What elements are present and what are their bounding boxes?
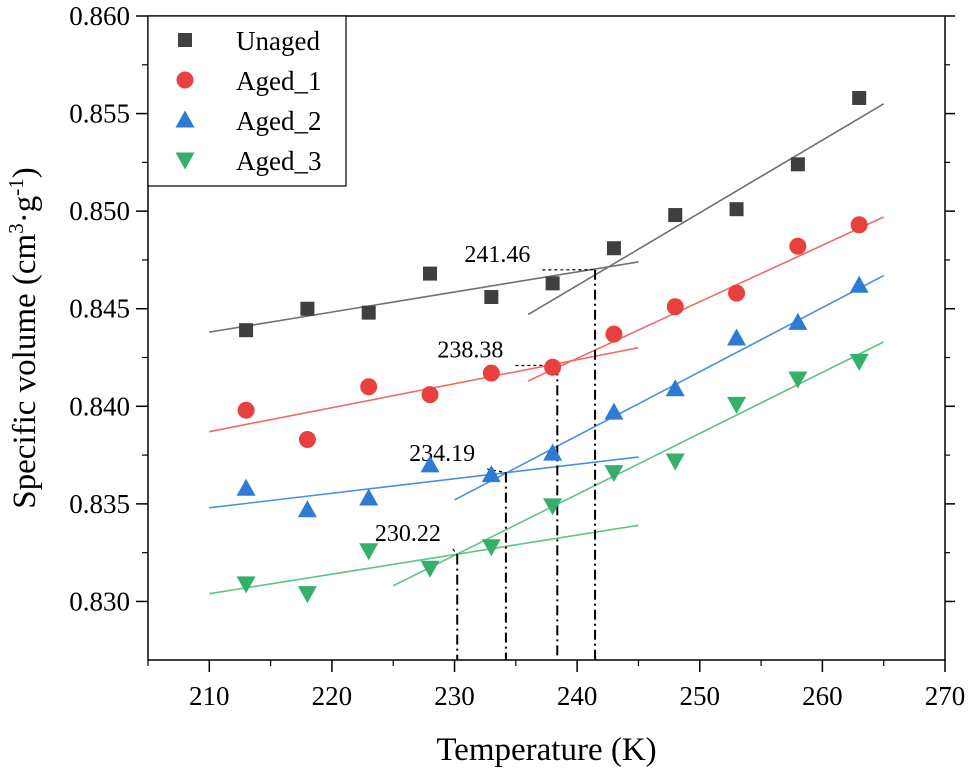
point-aged_3 [788, 371, 808, 389]
fit-line-aged_2 [209, 456, 639, 509]
point-aged_2 [604, 402, 624, 420]
y-axis-title-sup1: 3 [4, 223, 28, 234]
point-aged_2 [665, 379, 685, 397]
point-unaged [606, 241, 621, 256]
legend-marker-aged_1 [176, 71, 194, 89]
point-aged_3 [481, 539, 501, 557]
point-aged_1 [789, 237, 807, 255]
x-tick-label: 260 [802, 681, 843, 711]
point-aged_2 [359, 488, 379, 506]
point-aged_3 [297, 586, 317, 604]
tg-annotations: 241.46 238.38 234.19 230.22 [375, 242, 597, 660]
point-unaged [239, 323, 254, 338]
tg-leader [452, 548, 458, 555]
x-tick-label: 210 [189, 681, 230, 711]
y-tick-label: 0.855 [69, 99, 130, 129]
y-tick-label: 0.845 [69, 294, 130, 324]
legend-marker-aged_3 [175, 152, 195, 170]
y-tick-label: 0.835 [69, 489, 130, 519]
x-axis-title: Temperature (K) [436, 732, 656, 768]
legend-marker-aged_2 [175, 110, 195, 128]
point-aged_2 [481, 465, 501, 483]
point-aged_2 [297, 500, 317, 518]
legend-label-aged_2: Aged_2 [236, 106, 321, 136]
point-unaged [852, 90, 867, 105]
point-aged_3 [849, 353, 869, 371]
x-tick-label: 240 [557, 681, 598, 711]
legend: Unaged Aged_1 Aged_2 Aged_3 [147, 15, 347, 187]
point-unaged [361, 305, 376, 320]
point-aged_3 [665, 453, 685, 471]
fit-line-aged_2 [454, 274, 885, 501]
point-aged_1 [544, 358, 562, 376]
point-aged_2 [727, 328, 747, 346]
y-tick-label: 0.840 [69, 391, 130, 421]
point-aged_1 [666, 298, 684, 316]
point-unaged [790, 157, 805, 172]
point-aged_3 [604, 465, 624, 483]
legend-label-aged_1: Aged_1 [236, 66, 321, 96]
point-aged_1 [421, 386, 439, 404]
point-aged_2 [849, 275, 869, 293]
point-aged_1 [850, 216, 868, 234]
point-aged_1 [605, 325, 623, 343]
fit-line-unaged [527, 103, 885, 316]
y-tick-label: 0.830 [69, 586, 130, 616]
point-aged_3 [420, 560, 440, 578]
y-axis-title-mid: ·g [7, 196, 43, 224]
fit-line-unaged [209, 261, 639, 333]
y-tick-label: 0.850 [69, 196, 130, 226]
point-unaged [545, 276, 560, 291]
point-unaged [729, 202, 744, 217]
point-aged_2 [788, 312, 808, 330]
point-aged_3 [236, 576, 256, 594]
x-tick-label: 270 [925, 681, 966, 711]
plot-frame [147, 15, 946, 661]
legend-label-aged_3: Aged_3 [236, 146, 321, 176]
y-tick-label: 0.860 [69, 1, 130, 31]
point-aged_1 [360, 378, 378, 396]
point-aged_1 [482, 364, 500, 382]
x-tick-label: 250 [680, 681, 721, 711]
y-axis-title-sup2: -1 [4, 178, 28, 196]
point-unaged [300, 301, 315, 316]
tg-label: 238.38 [437, 338, 503, 364]
y-axis-title-end: ) [7, 167, 43, 178]
point-aged_1 [237, 401, 255, 419]
point-aged_3 [727, 396, 747, 414]
point-unaged [484, 290, 499, 305]
point-aged_3 [359, 543, 379, 561]
tg-label: 230.22 [375, 521, 441, 547]
fit-line-aged_3 [392, 341, 885, 587]
fit-line-aged_1 [527, 216, 885, 382]
legend-marker-unaged [178, 33, 192, 47]
point-aged_3 [543, 498, 563, 516]
point-aged_2 [543, 443, 563, 461]
y-axis-title-main: Specific volume (cm [7, 233, 43, 508]
point-unaged [423, 266, 438, 281]
y-axis-title: Specific volume (cm3·g-1) [4, 167, 43, 508]
fit-line-aged_3 [209, 524, 639, 595]
tg-label: 234.19 [409, 441, 475, 467]
axis-ticks: 210 220 230 240 250 260 270 0.830 0.835 0.840 0.84… [69, 1, 965, 711]
point-aged_2 [236, 478, 256, 496]
tg-label: 241.46 [464, 242, 530, 268]
x-tick-label: 230 [434, 681, 475, 711]
point-aged_2 [420, 455, 440, 473]
data-markers [236, 90, 869, 604]
x-tick-label: 220 [312, 681, 353, 711]
point-unaged [668, 208, 683, 223]
point-aged_1 [298, 430, 316, 448]
point-aged_1 [728, 284, 746, 302]
legend-label-unaged: Unaged [236, 26, 320, 56]
